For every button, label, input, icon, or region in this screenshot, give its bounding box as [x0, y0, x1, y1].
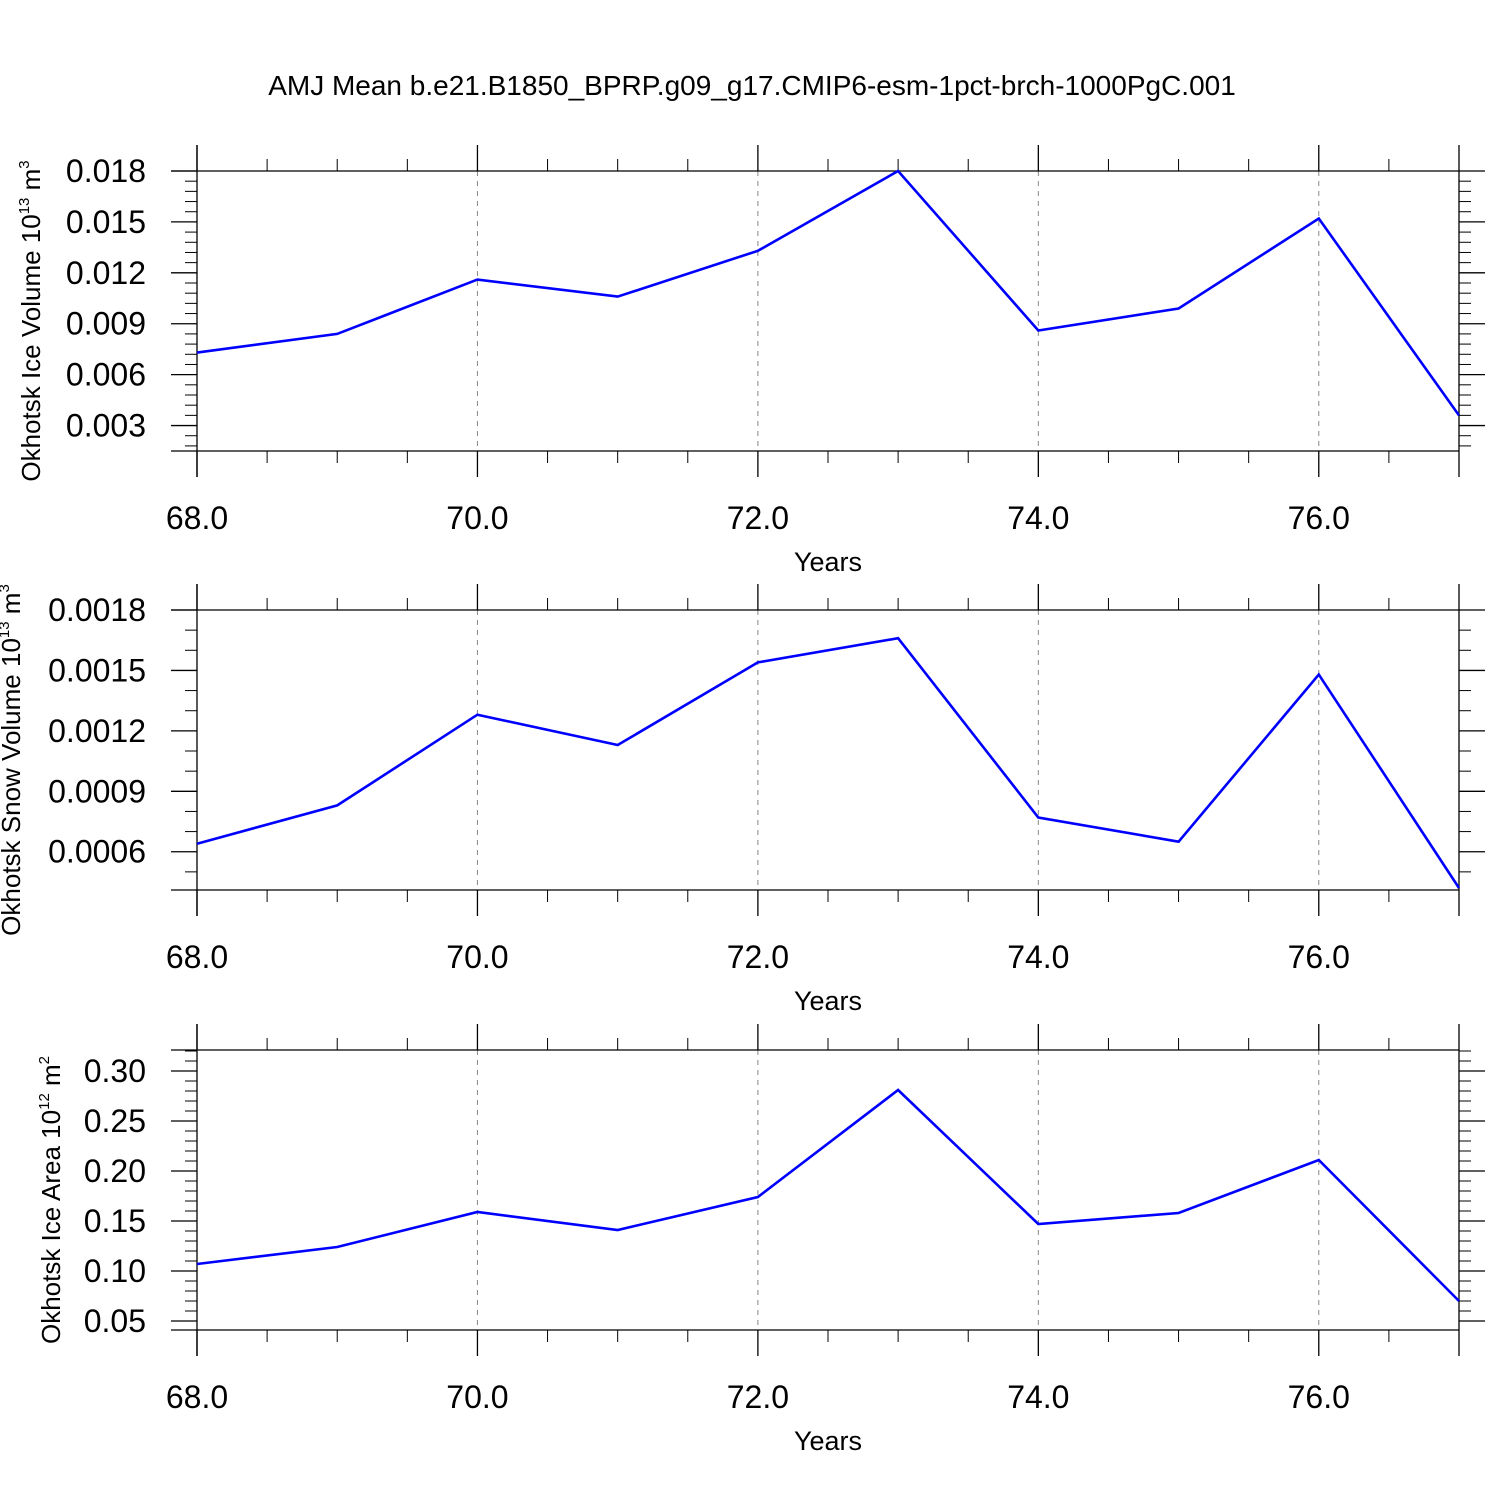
x-tick-label: 72.0	[727, 1379, 789, 1415]
y-tick-label: 0.30	[84, 1053, 146, 1089]
x-axis-label: Years	[794, 1426, 862, 1456]
x-tick-label: 70.0	[446, 500, 508, 536]
x-tick-label: 74.0	[1007, 500, 1069, 536]
x-tick-label: 70.0	[446, 1379, 508, 1415]
y-tick-label: 0.20	[84, 1153, 146, 1189]
chart-panel-1: 68.0 70.0 72.0 74.0 76.0 0.003 0.006 0.009 0.012…	[16, 145, 1485, 577]
y-tick-label: 0.0012	[48, 713, 146, 749]
x-tick-label: 68.0	[166, 1379, 228, 1415]
chart-panel-2: 68.0 70.0 72.0 74.0 76.0 0.0006 0.0009 0.0012 0.…	[0, 584, 1485, 1016]
series-line	[196, 1088, 1460, 1302]
y-tick-label: 0.10	[84, 1253, 146, 1289]
chart-panel-3: 68.0 70.0 72.0 74.0 76.0 0.05 0.10 0.15 0.20 0.25…	[36, 1024, 1485, 1456]
y-tick-label: 0.018	[66, 153, 146, 189]
y-tick-label: 0.0009	[48, 773, 146, 809]
x-tick-label: 74.0	[1007, 939, 1069, 975]
x-tick-label: 76.0	[1288, 939, 1350, 975]
y-tick-label: 0.0018	[48, 592, 146, 628]
figure-title: AMJ Mean b.e21.B1850_BPRP.g09_g17.CMIP6-…	[268, 70, 1236, 101]
x-tick-label: 68.0	[166, 500, 228, 536]
x-tick-label: 70.0	[446, 939, 508, 975]
y-tick-label: 0.15	[84, 1203, 146, 1239]
x-tick-label: 72.0	[727, 939, 789, 975]
series-line	[196, 636, 1461, 889]
y-tick-label: 0.25	[84, 1103, 146, 1139]
x-tick-label: 76.0	[1288, 500, 1350, 536]
y-tick-label: 0.0006	[48, 834, 146, 870]
series-line	[196, 169, 1461, 417]
x-tick-label: 76.0	[1288, 1379, 1350, 1415]
y-axis-label: Okhotsk Ice Area 1012 m2	[36, 1056, 66, 1344]
y-axis-label: Okhotsk Snow Volume 1013 m3	[0, 584, 26, 936]
y-tick-label: 0.003	[66, 408, 146, 444]
x-axis-label: Years	[794, 986, 862, 1016]
x-tick-label: 74.0	[1007, 1379, 1069, 1415]
y-tick-label: 0.015	[66, 204, 146, 240]
y-tick-label: 0.012	[66, 255, 146, 291]
y-axis-label: Okhotsk Ice Volume 1013 m3	[16, 160, 46, 481]
x-tick-label: 68.0	[166, 939, 228, 975]
x-axis-label: Years	[794, 547, 862, 577]
y-tick-label: 0.05	[84, 1303, 146, 1339]
x-tick-label: 72.0	[727, 500, 789, 536]
y-tick-label: 0.009	[66, 306, 146, 342]
y-tick-label: 0.006	[66, 357, 146, 393]
panels: 68.0 70.0 72.0 74.0 76.0 0.003 0.006 0.009 0.012…	[0, 145, 1485, 1456]
y-tick-label: 0.0015	[48, 652, 146, 688]
